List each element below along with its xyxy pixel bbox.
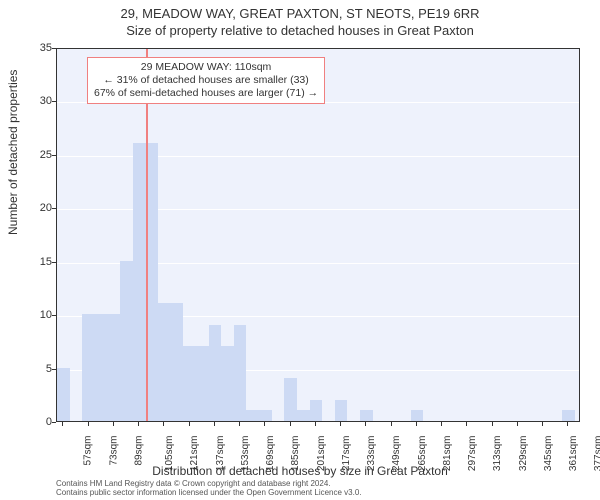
plot-area: 29 MEADOW WAY: 110sqm← 31% of detached h… (56, 48, 580, 422)
histogram-bar (196, 346, 209, 421)
y-tick-label: 10 (40, 309, 52, 321)
histogram-bar (108, 314, 121, 421)
x-tick-mark (567, 422, 568, 426)
x-tick-mark (264, 422, 265, 426)
annotation-line1: 29 MEADOW WAY: 110sqm (94, 61, 318, 74)
histogram-bar (310, 400, 323, 421)
y-tick-mark (52, 262, 56, 263)
histogram-bar (259, 410, 272, 421)
y-tick-mark (52, 422, 56, 423)
histogram-bar (360, 410, 373, 421)
x-tick-mark (239, 422, 240, 426)
x-tick-mark (391, 422, 392, 426)
x-axis-label: Distribution of detached houses by size … (0, 464, 600, 478)
x-tick-mark (416, 422, 417, 426)
annotation-line3: 67% of semi-detached houses are larger (… (94, 87, 318, 100)
x-tick-mark (62, 422, 63, 426)
annotation-box: 29 MEADOW WAY: 110sqm← 31% of detached h… (87, 57, 325, 104)
x-tick-mark (189, 422, 190, 426)
y-tick-label: 35 (40, 42, 52, 54)
histogram-bar (57, 368, 70, 421)
histogram-bar (562, 410, 575, 421)
chart-container: 29, MEADOW WAY, GREAT PAXTON, ST NEOTS, … (0, 0, 600, 500)
footer-attribution: Contains HM Land Registry data © Crown c… (56, 480, 362, 498)
y-tick-label: 25 (40, 149, 52, 161)
y-tick-label: 20 (40, 202, 52, 214)
y-tick-mark (52, 369, 56, 370)
histogram-bar (221, 346, 234, 421)
x-tick-mark (517, 422, 518, 426)
x-tick-label: 73sqm (108, 436, 119, 466)
x-tick-mark (214, 422, 215, 426)
x-tick-mark (340, 422, 341, 426)
histogram-bar (246, 410, 259, 421)
histogram-bar (284, 378, 297, 421)
y-axis-label: Number of detached properties (6, 70, 20, 235)
histogram-bar (95, 314, 108, 421)
histogram-bar (411, 410, 424, 421)
histogram-bar (133, 143, 146, 421)
histogram-bar (158, 303, 171, 421)
y-tick-mark (52, 155, 56, 156)
x-tick-label: 89sqm (133, 436, 144, 466)
x-tick-mark (492, 422, 493, 426)
histogram-bar (120, 261, 133, 421)
x-tick-mark (163, 422, 164, 426)
x-tick-mark (441, 422, 442, 426)
x-tick-mark (315, 422, 316, 426)
x-tick-mark (365, 422, 366, 426)
reference-line (146, 49, 148, 421)
histogram-bar (82, 314, 95, 421)
histogram-bar (335, 400, 348, 421)
chart-title-line2: Size of property relative to detached ho… (0, 21, 600, 38)
chart-title-line1: 29, MEADOW WAY, GREAT PAXTON, ST NEOTS, … (0, 0, 600, 21)
x-tick-mark (138, 422, 139, 426)
histogram-bar (297, 410, 310, 421)
histogram-bar (171, 303, 184, 421)
x-tick-mark (466, 422, 467, 426)
x-tick-mark (113, 422, 114, 426)
x-tick-label: 57sqm (83, 436, 94, 466)
y-tick-label: 15 (40, 256, 52, 268)
y-tick-mark (52, 101, 56, 102)
y-tick-mark (52, 315, 56, 316)
y-tick-label: 30 (40, 95, 52, 107)
histogram-bar (183, 346, 196, 421)
y-tick-mark (52, 48, 56, 49)
y-tick-mark (52, 208, 56, 209)
x-tick-mark (88, 422, 89, 426)
x-tick-mark (542, 422, 543, 426)
x-tick-mark (290, 422, 291, 426)
footer-line2: Contains public sector information licen… (56, 489, 362, 498)
histogram-bar (209, 325, 222, 421)
histogram-bar (234, 325, 247, 421)
annotation-line2: ← 31% of detached houses are smaller (33… (94, 74, 318, 87)
